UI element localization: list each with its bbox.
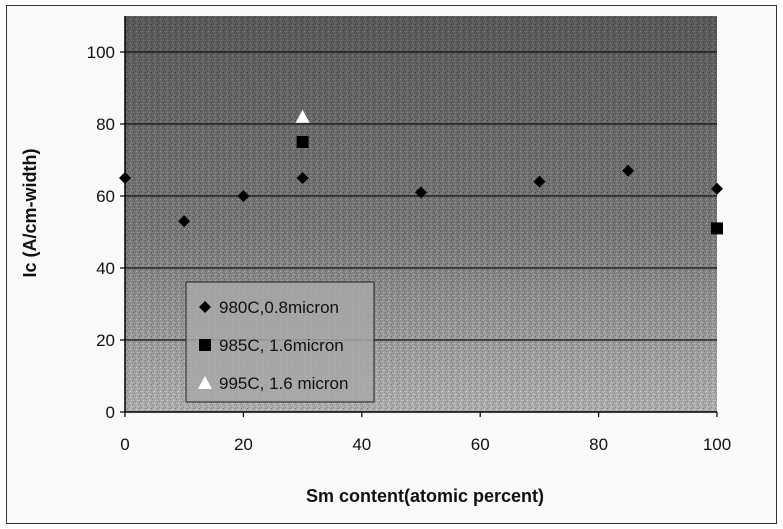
data-points <box>119 109 723 235</box>
y-tick-label: 0 <box>106 403 115 422</box>
data-point-diamond <box>711 182 723 195</box>
axes <box>124 16 717 413</box>
legend-label: 980C,0.8micron <box>219 298 339 317</box>
x-tick-label: 100 <box>703 435 731 454</box>
y-axis-title: Ic (A/cm-width) <box>20 148 40 277</box>
legend-marker-square <box>199 339 211 351</box>
y-tick-label: 40 <box>96 259 115 278</box>
x-tick-label: 60 <box>471 435 490 454</box>
legend-label: 995C, 1.6 micron <box>219 374 348 393</box>
data-point-diamond <box>533 175 546 188</box>
x-axis-title: Sm content(atomic percent) <box>306 486 544 506</box>
chart-frame: 0 20 40 60 80 100 0 20 40 60 80 100 Ic (A/cm-width… <box>6 5 777 524</box>
x-tick-label: 40 <box>352 435 371 454</box>
data-point-square <box>711 222 723 235</box>
data-point-diamond <box>622 164 635 177</box>
x-tick-label: 80 <box>589 435 608 454</box>
x-tick-labels: 0 20 40 60 80 100 <box>120 412 731 454</box>
y-tick-label: 20 <box>96 331 115 350</box>
y-tick-label: 60 <box>96 187 115 206</box>
y-tick-labels: 0 20 40 60 80 100 <box>87 43 125 422</box>
data-point-diamond <box>415 186 427 199</box>
legend-box <box>185 281 375 403</box>
data-point-diamond <box>237 190 250 202</box>
legend-marker-triangle <box>198 376 212 389</box>
legend-label: 985C, 1.6micron <box>219 336 344 355</box>
legend-marker-diamond <box>199 301 211 313</box>
y-tick-label: 100 <box>87 43 115 62</box>
legend: 980C,0.8micron 985C, 1.6micron 995C, 1.6 m… <box>185 281 375 403</box>
x-tick-label: 0 <box>120 435 129 454</box>
y-tick-label: 80 <box>96 115 115 134</box>
x-tick-label: 20 <box>234 435 253 454</box>
scatter-chart: 0 20 40 60 80 100 0 20 40 60 80 100 Ic (A/cm-width… <box>20 16 731 506</box>
data-point-diamond <box>119 172 131 184</box>
data-point-diamond <box>296 172 309 184</box>
data-point-triangle <box>295 109 310 123</box>
data-point-square <box>296 136 309 148</box>
data-point-diamond <box>178 215 191 228</box>
